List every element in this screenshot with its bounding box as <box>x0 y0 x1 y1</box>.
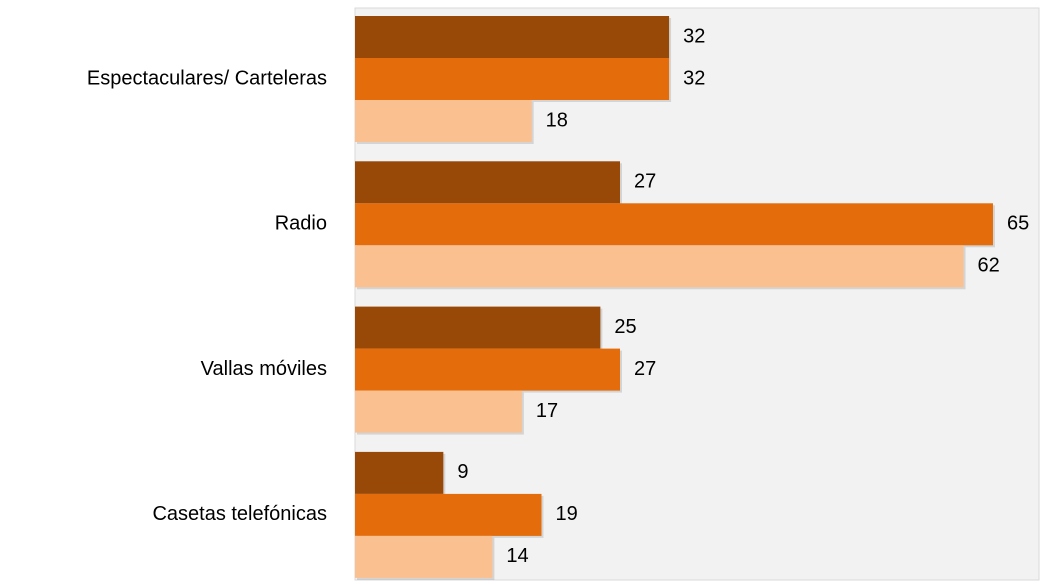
bar <box>355 245 964 288</box>
y-tick-label: Radio <box>275 213 327 235</box>
data-label: 65 <box>1007 213 1029 235</box>
data-label: 9 <box>457 461 468 483</box>
bar <box>355 100 532 142</box>
y-tick-label: Vallas móviles <box>201 358 327 380</box>
data-label: 17 <box>536 400 558 422</box>
bar <box>355 161 621 204</box>
bar <box>355 16 670 58</box>
bar <box>355 58 670 100</box>
data-label: 14 <box>506 545 528 567</box>
data-label: 25 <box>614 316 636 338</box>
data-label: 32 <box>683 25 705 47</box>
bar <box>355 348 621 391</box>
data-label: 18 <box>546 109 568 131</box>
data-label: 32 <box>683 67 705 89</box>
bar <box>355 203 993 246</box>
bar <box>355 390 522 433</box>
bar <box>355 493 542 536</box>
y-tick-label: Espectaculares/ Carteleras <box>87 67 327 89</box>
bar <box>355 451 444 494</box>
data-label: 27 <box>634 358 656 380</box>
bar <box>355 306 601 349</box>
y-tick-label: Casetas telefónicas <box>152 503 327 525</box>
data-label: 62 <box>978 255 1000 277</box>
bar <box>355 535 493 578</box>
data-label: 19 <box>555 503 577 525</box>
data-label: 27 <box>634 171 656 193</box>
